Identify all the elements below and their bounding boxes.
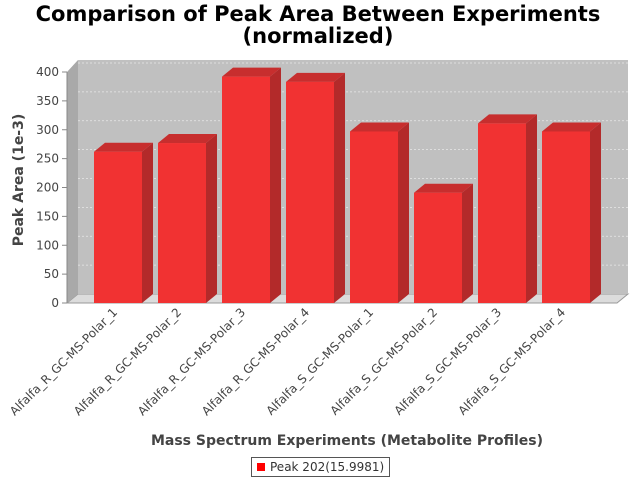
- bar-top: [350, 122, 409, 132]
- bar-side: [206, 134, 217, 303]
- y-tick-label: 0: [51, 296, 59, 310]
- y-tick-label: 250: [36, 152, 59, 166]
- x-axis-label: Mass Spectrum Experiments (Metabolite Pr…: [151, 433, 543, 449]
- bar: [478, 123, 526, 304]
- bars: [94, 67, 601, 304]
- bar: [222, 76, 270, 304]
- x-tick-label: Alfalfa_S_GC-MS-Polar_3: [391, 305, 504, 418]
- x-tick-label: Alfalfa_R_GC-MS-Polar_2: [71, 305, 184, 418]
- x-axis-tick-labels: Alfalfa_R_GC-MS-Polar_1Alfalfa_R_GC-MS-P…: [7, 305, 568, 418]
- bar-side: [462, 183, 473, 303]
- bar-side: [270, 67, 281, 304]
- legend: Peak 202(15.9981): [251, 457, 391, 477]
- y-tick-label: 200: [36, 181, 59, 195]
- legend-swatch: [257, 463, 265, 471]
- bar-side: [334, 72, 345, 303]
- x-tick-label: Alfalfa_R_GC-MS-Polar_4: [199, 305, 312, 418]
- bar-side: [590, 122, 601, 303]
- bar: [414, 192, 462, 303]
- y-tick-label: 50: [44, 267, 59, 281]
- x-tick-label: Alfalfa_S_GC-MS-Polar_2: [327, 305, 440, 418]
- legend-label: Peak 202(15.9981): [270, 460, 385, 474]
- bar-side: [142, 142, 153, 303]
- x-tick-label: Alfalfa_R_GC-MS-Polar_1: [7, 305, 120, 418]
- y-axis-ticks: 0 50 100 150 200 250 300 350 400: [36, 65, 67, 310]
- y-tick-label: 300: [36, 123, 59, 137]
- bar-top: [286, 72, 345, 82]
- bar-side: [398, 122, 409, 303]
- x-tick-label: Alfalfa_R_GC-MS-Polar_3: [135, 305, 248, 418]
- y-axis-label: Peak Area (1e-3): [11, 114, 27, 247]
- bar-top: [158, 134, 217, 144]
- y-tick-label: 100: [36, 238, 59, 252]
- bar: [286, 81, 334, 303]
- plot-side-wall: [67, 60, 78, 303]
- bar-side: [526, 114, 537, 304]
- chart-title-line-2: (normalized): [243, 24, 394, 48]
- bar-top: [222, 67, 281, 77]
- y-tick-label: 400: [36, 65, 59, 79]
- bar-top: [542, 122, 601, 132]
- bar: [350, 131, 398, 303]
- x-tick-label: Alfalfa_S_GC-MS-Polar_1: [263, 305, 376, 418]
- bar-top: [478, 114, 537, 124]
- bar-top: [414, 183, 473, 193]
- bar: [94, 151, 142, 303]
- x-tick-label: Alfalfa_S_GC-MS-Polar_4: [455, 305, 568, 418]
- bar: [158, 143, 206, 303]
- y-tick-label: 350: [36, 94, 59, 108]
- chart-title-line-1: Comparison of Peak Area Between Experime…: [36, 2, 601, 26]
- y-tick-label: 150: [36, 209, 59, 223]
- bar-top: [94, 142, 153, 152]
- bar: [542, 131, 590, 303]
